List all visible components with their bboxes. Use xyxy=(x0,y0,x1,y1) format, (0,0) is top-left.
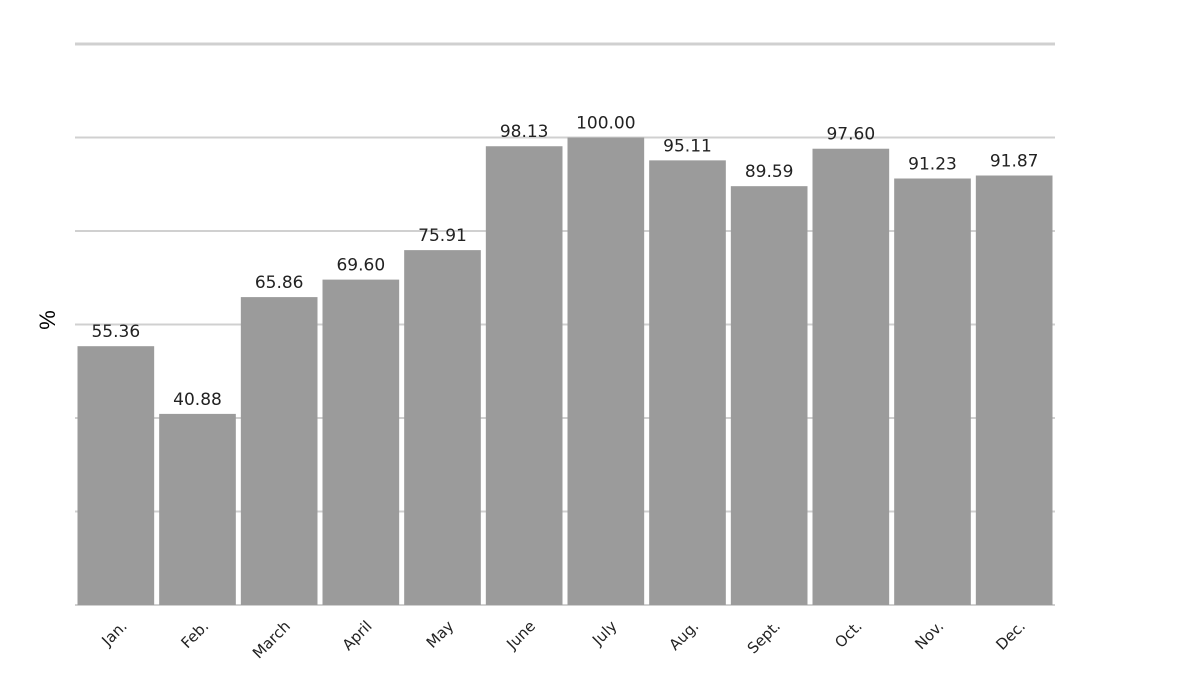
bar xyxy=(322,279,400,605)
x-tick-label: June xyxy=(502,617,539,654)
bar xyxy=(77,346,155,605)
x-tick-label: Nov. xyxy=(911,617,947,653)
bar xyxy=(485,146,563,605)
bar xyxy=(240,297,318,605)
bar xyxy=(894,178,971,605)
data-label: 75.91 xyxy=(418,226,467,246)
data-label: 97.60 xyxy=(826,125,875,145)
bar xyxy=(812,148,890,605)
bar xyxy=(975,175,1053,605)
x-tick-label: Dec. xyxy=(992,617,1029,654)
y-axis-label: % xyxy=(35,310,60,330)
x-tick-label: July xyxy=(588,617,621,650)
data-label: 95.11 xyxy=(663,136,712,156)
x-tick-label: May xyxy=(423,617,458,652)
bar xyxy=(159,413,236,605)
bar xyxy=(649,160,726,605)
data-label: 100.00 xyxy=(576,114,635,134)
data-label: 69.60 xyxy=(336,256,385,276)
data-label: 89.59 xyxy=(745,162,794,182)
data-label: 98.13 xyxy=(500,122,549,142)
x-tick-label: Feb. xyxy=(177,617,212,652)
x-tick-labels: Jan. Feb. March April May June July Aug. Sept. Oc… xyxy=(98,617,1029,662)
x-tick-label: March xyxy=(249,617,294,662)
data-label: 55.36 xyxy=(91,322,140,342)
x-tick-label: Jan. xyxy=(98,617,131,650)
x-tick-label: April xyxy=(339,617,376,654)
x-tick-label: Sept. xyxy=(744,617,784,657)
x-tick-label: Oct. xyxy=(831,617,865,651)
gridlines xyxy=(75,42,1055,606)
data-label: 91.23 xyxy=(908,154,957,174)
data-label: 40.88 xyxy=(173,390,222,410)
value-labels: 55.36 40.88 65.86 69.60 75.91 98.13 100.00 95.1… xyxy=(91,114,1038,410)
data-label: 65.86 xyxy=(255,273,304,293)
data-label: 91.87 xyxy=(990,152,1039,172)
bar xyxy=(404,250,481,606)
bar xyxy=(730,186,808,605)
x-tick-label: Aug. xyxy=(666,617,703,654)
bars xyxy=(77,137,1053,606)
bar xyxy=(567,137,645,605)
